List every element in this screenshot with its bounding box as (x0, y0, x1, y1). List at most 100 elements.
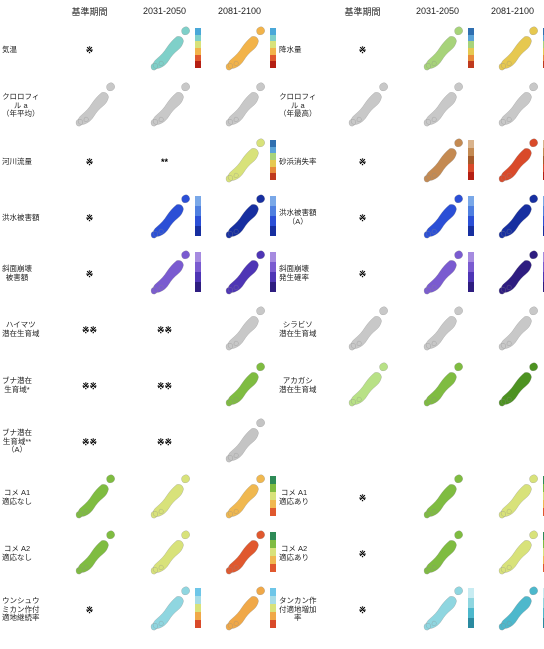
footnote-mark: ** (161, 157, 168, 167)
cell-right-r5-c1 (400, 302, 475, 358)
cell-left-r8-c0 (52, 470, 127, 526)
cell-left-r0-c1 (127, 22, 202, 78)
japan-map (400, 78, 475, 134)
cell-left-r6-c1: ※※ (127, 358, 202, 414)
row-label-right-7 (277, 414, 325, 470)
cell-right-r6-c2 (475, 358, 544, 414)
cell-left-r3-c0: ※ (52, 190, 127, 246)
cell-left-r4-c0: ※ (52, 246, 127, 302)
color-legend (468, 28, 474, 68)
japan-map (202, 190, 277, 246)
footnote-mark: ※ (359, 605, 367, 616)
cell-left-r9-c2 (202, 526, 277, 582)
japan-map (475, 78, 544, 134)
japan-map (400, 246, 475, 302)
cell-left-r7-c2 (202, 414, 277, 470)
japan-map (202, 358, 277, 414)
japan-map (202, 526, 277, 582)
cell-right-r10-c0: ※ (325, 582, 400, 638)
japan-map (127, 582, 202, 638)
col-header-left-2: 2081-2100 (202, 0, 277, 22)
cell-right-r9-c0: ※ (325, 526, 400, 582)
cell-right-r2-c0: ※ (325, 134, 400, 190)
footnote-mark: ※ (86, 45, 94, 56)
cell-left-r1-c2 (202, 78, 277, 134)
cell-right-r7-c2 (475, 414, 544, 470)
japan-map (475, 302, 544, 358)
japan-map (127, 246, 202, 302)
color-legend (270, 532, 276, 572)
japan-map (52, 78, 127, 134)
cell-right-r10-c2 (475, 582, 544, 638)
cell-right-r2-c2 (475, 134, 544, 190)
japan-map (475, 470, 544, 526)
color-legend (195, 252, 201, 292)
color-legend (468, 252, 474, 292)
japan-map (475, 358, 544, 414)
color-legend (468, 140, 474, 180)
footnote-mark: ※ (359, 269, 367, 280)
cell-right-r6-c0 (325, 358, 400, 414)
cell-right-r5-c2 (475, 302, 544, 358)
footnote-mark: ※※ (82, 381, 97, 392)
cell-left-r5-c0: ※※ (52, 302, 127, 358)
color-legend (468, 196, 474, 236)
cell-right-r9-c2 (475, 526, 544, 582)
cell-left-r7-c0: ※※ (52, 414, 127, 470)
row-label-blank-left (0, 0, 52, 22)
japan-map (202, 582, 277, 638)
footnote-mark: ※ (86, 269, 94, 280)
footnote-mark: ※ (359, 493, 367, 504)
cell-right-r6-c1 (400, 358, 475, 414)
row-label-right-8: コメ A1 適応あり (277, 470, 325, 526)
cell-right-r4-c2 (475, 246, 544, 302)
footnote-mark: ※ (86, 213, 94, 224)
cell-right-r0-c0: ※ (325, 22, 400, 78)
cell-right-r3-c0: ※ (325, 190, 400, 246)
footnote-mark: ※※ (157, 381, 172, 392)
japan-map (475, 190, 544, 246)
cell-left-r10-c1 (127, 582, 202, 638)
japan-map (202, 470, 277, 526)
japan-map (400, 190, 475, 246)
row-label-blank-right (277, 0, 325, 22)
cell-left-r9-c0 (52, 526, 127, 582)
row-label-right-4: 斜面崩壊 発生確率 (277, 246, 325, 302)
color-legend (270, 140, 276, 180)
japan-map (400, 22, 475, 78)
japan-map (202, 414, 277, 470)
row-label-left-3: 洪水被害額 (0, 190, 52, 246)
japan-map (400, 582, 475, 638)
row-label-right-0: 降水量 (277, 22, 325, 78)
col-header-right-1: 2031-2050 (400, 0, 475, 22)
row-label-left-10: ウンシュウ ミカン作付 適地継続率 (0, 582, 52, 638)
cell-left-r2-c0: ※ (52, 134, 127, 190)
cell-left-r8-c2 (202, 470, 277, 526)
cell-right-r5-c0 (325, 302, 400, 358)
japan-map (127, 78, 202, 134)
cell-right-r1-c1 (400, 78, 475, 134)
cell-right-r10-c1 (400, 582, 475, 638)
cell-right-r1-c0 (325, 78, 400, 134)
cell-left-r3-c1 (127, 190, 202, 246)
cell-left-r4-c2 (202, 246, 277, 302)
color-legend (270, 196, 276, 236)
row-label-left-2: 河川流量 (0, 134, 52, 190)
japan-map (325, 78, 400, 134)
cell-left-r10-c2 (202, 582, 277, 638)
footnote-mark: ※ (86, 157, 94, 168)
cell-right-r2-c1 (400, 134, 475, 190)
color-legend (270, 588, 276, 628)
japan-map (325, 358, 400, 414)
cell-right-r7-c1 (400, 414, 475, 470)
japan-map (52, 470, 127, 526)
row-label-right-5: シラビソ 潜在生育域 (277, 302, 325, 358)
footnote-mark: ※※ (82, 325, 97, 336)
footnote-mark: ※※ (82, 437, 97, 448)
cell-left-r2-c1: ** (127, 134, 202, 190)
footnote-mark: ※ (86, 605, 94, 616)
cell-left-r2-c2 (202, 134, 277, 190)
footnote-mark: ※ (359, 213, 367, 224)
japan-map (202, 302, 277, 358)
cell-left-r6-c0: ※※ (52, 358, 127, 414)
